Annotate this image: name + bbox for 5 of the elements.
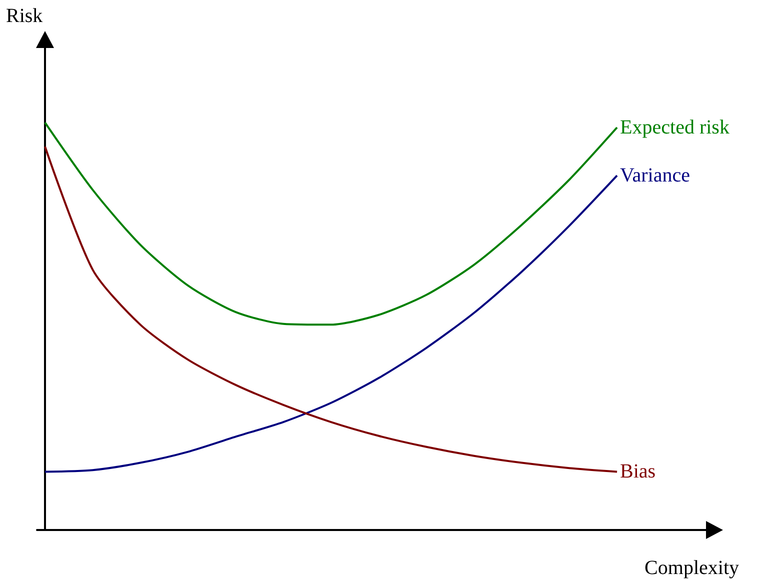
- series-label: Expected risk: [620, 116, 730, 138]
- x-axis-title: Complexity: [644, 557, 740, 579]
- y-axis-title: Risk: [6, 5, 43, 27]
- series-label: Bias: [620, 460, 656, 483]
- series-label: Variance: [620, 164, 690, 187]
